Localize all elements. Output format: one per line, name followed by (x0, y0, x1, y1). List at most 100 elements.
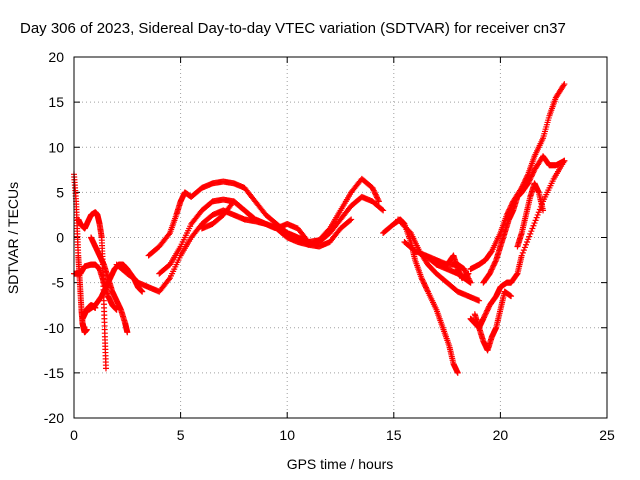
y-tick-label: -10 (44, 320, 64, 336)
data-point (139, 288, 146, 295)
data-point (421, 280, 428, 287)
data-point (526, 233, 533, 240)
x-tick-label: 5 (177, 427, 185, 443)
data-point (508, 293, 515, 300)
data-point (534, 211, 541, 218)
data-point (489, 265, 496, 272)
data-point (480, 314, 487, 321)
data-point (124, 329, 131, 336)
data-point (560, 82, 567, 89)
data-point (491, 259, 498, 266)
data-point (102, 365, 109, 372)
data-point (561, 157, 568, 164)
data-point (524, 239, 531, 246)
data-point (374, 195, 381, 202)
data-point (540, 207, 547, 214)
data-point (528, 228, 535, 235)
data-point (461, 266, 468, 273)
series-arc-s (444, 252, 472, 282)
data-point (486, 270, 493, 277)
data-point (380, 207, 387, 214)
y-tick-label: 0 (56, 230, 64, 246)
y-tick-label: 20 (48, 49, 64, 65)
data-point (527, 176, 534, 183)
y-tick-label: 10 (48, 139, 64, 155)
data-point (465, 270, 472, 277)
data-point (529, 225, 536, 232)
data-point (532, 217, 539, 224)
plot-frame (73, 56, 608, 419)
data-point (165, 231, 172, 238)
data-points (71, 81, 568, 376)
data-point (421, 281, 428, 288)
data-point (375, 198, 382, 205)
grid-lines (74, 57, 607, 418)
data-point (482, 311, 489, 318)
series-arc-e (88, 234, 131, 336)
y-tick-label: 5 (56, 184, 64, 200)
chart-title: Day 306 of 2023, Sidereal Day-to-day VTE… (20, 20, 566, 37)
data-point (528, 172, 535, 179)
data-point (370, 187, 377, 194)
data-point (373, 192, 380, 199)
y-tick-label: 15 (48, 94, 64, 110)
series-arc-o (467, 81, 568, 273)
data-point (521, 244, 528, 251)
data-point (488, 267, 495, 274)
data-point (487, 269, 494, 276)
data-point (481, 313, 488, 320)
y-tick-label: -5 (52, 275, 65, 291)
data-point (419, 276, 426, 283)
data-point (424, 287, 431, 294)
data-point (420, 279, 427, 286)
data-point (492, 258, 499, 265)
data-point (519, 249, 526, 256)
data-point (530, 169, 537, 176)
data-point (525, 178, 532, 185)
data-point (527, 230, 534, 237)
series-arc-i (156, 196, 355, 277)
data-point (522, 241, 529, 248)
data-point (526, 177, 533, 184)
data-point (454, 369, 461, 376)
series-arc-m (395, 216, 483, 304)
y-tick-label: -20 (44, 410, 64, 426)
series-arc-g (113, 193, 387, 295)
data-point (491, 261, 498, 268)
y-tick-label: -15 (44, 365, 64, 381)
data-point (483, 308, 490, 315)
data-point (371, 188, 378, 195)
data-point (461, 267, 468, 274)
data-point (372, 191, 379, 198)
data-point (369, 184, 376, 191)
y-axis-label: SDTVAR / TECUs (5, 182, 21, 294)
data-point (513, 271, 520, 278)
series-arc-k (380, 216, 461, 376)
x-tick-label: 10 (279, 427, 295, 443)
x-tick-label: 20 (493, 427, 509, 443)
data-point (422, 284, 429, 291)
data-point (370, 186, 377, 193)
data-point (518, 252, 525, 259)
data-point (520, 247, 527, 254)
data-point (375, 197, 382, 204)
data-point (529, 170, 536, 177)
series-arc-j (198, 198, 312, 246)
data-point (489, 263, 496, 270)
data-point (528, 173, 535, 180)
data-point (484, 307, 491, 314)
data-point (305, 239, 312, 246)
data-point (165, 276, 172, 283)
axis-ticks: 0 5 10 15 20 25 -20 -15 -10 -5 0 5 10 15 20 (44, 49, 615, 443)
series-arc-q (471, 288, 515, 354)
x-tick-label: 15 (386, 427, 402, 443)
series-arc-r (480, 153, 568, 286)
data-point (535, 209, 542, 216)
data-point (484, 306, 491, 313)
data-point (423, 285, 430, 292)
series-arc-f (85, 261, 146, 313)
x-axis-label: GPS time / hours (287, 456, 394, 472)
data-point (476, 297, 483, 304)
data-point (419, 277, 426, 284)
